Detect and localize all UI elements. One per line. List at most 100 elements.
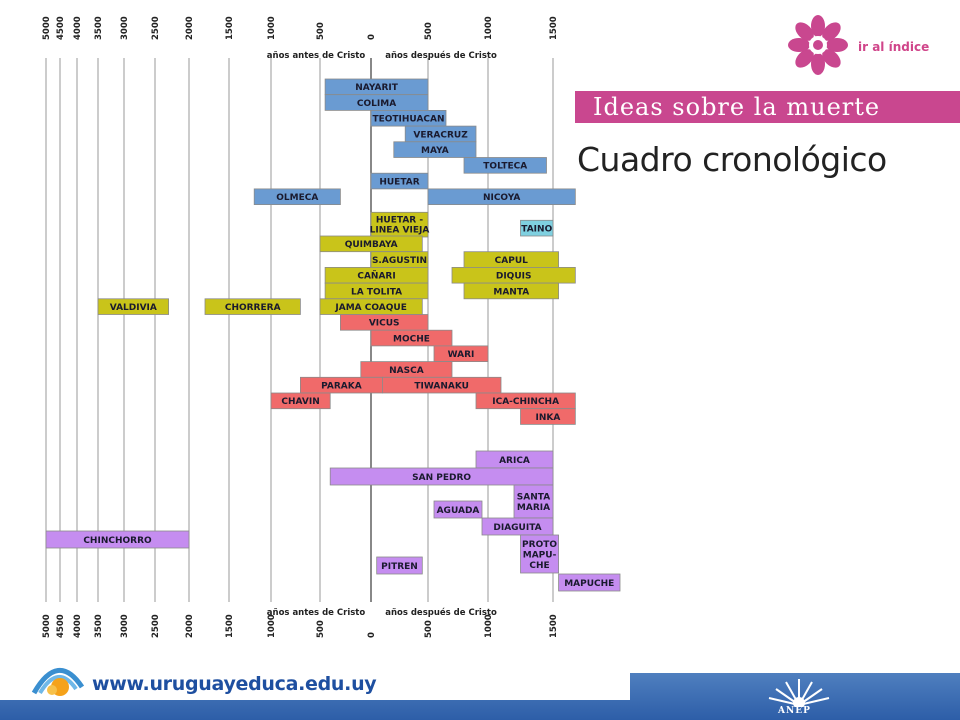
bar-label: JAMA COAQUE [334,303,406,313]
tick-label-bottom: 2000 [185,614,195,638]
tick-label-top: 2500 [151,16,161,40]
bar-label: LINEA VIEJA [370,225,430,235]
tick-label-bottom: 4500 [56,614,66,638]
tick-label-top: 1500 [549,16,559,40]
tick-label-top: 1000 [484,16,494,40]
tick-label-top: 1000 [267,16,277,40]
bar-label: MARIA [517,503,550,513]
bar [370,172,429,190]
bar [270,392,331,410]
bar [370,329,453,347]
chronology-chart: 5000 4500 4000 3500 3000 2500 2000 1500 1000 500 0… [42,16,621,638]
tick-label-bottom: 1500 [549,614,559,638]
bar-label: CHAVIN [281,397,319,407]
tick-label-bottom: 0 [367,632,377,638]
bar [329,467,554,486]
bar [463,282,559,300]
sun-logo-icon [30,657,86,699]
tick-label-bottom: 500 [316,620,326,638]
bar-label: MAYA [421,146,449,156]
tick-label-top: 1500 [225,16,235,40]
bar-label: NASCA [389,366,424,376]
era-label-bc: años antes de Cristo [267,51,366,61]
bar [520,219,554,237]
bar-label: DIAGUITA [493,523,541,533]
tick-label-bottom: 3500 [94,614,104,638]
bar [376,556,423,575]
bar [45,530,190,549]
bar-label: SAN PEDRO [412,473,471,483]
bar [520,534,559,574]
bar-label: VALDIVIA [110,303,157,313]
tick-label-top: 500 [316,22,326,40]
bar-label: NICOYA [483,193,520,203]
bar [433,345,489,362]
era-label-bc: años antes de Cristo [267,608,366,618]
bar-label: MAPU- [523,550,557,560]
bar-label: MANTA [493,287,529,297]
bar-label: LA TOLITA [351,287,402,297]
bar [513,484,554,519]
footer-bar: www.uruguayeduca.edu.uy ANEP [0,667,960,720]
bar-label: INKA [536,413,561,423]
bar [463,157,547,174]
footer-brand-area: www.uruguayeduca.edu.uy [0,667,630,700]
tick-label-bottom: 4000 [73,614,83,638]
tick-label-bottom: 1000 [267,614,277,638]
bar-label: DIQUIS [496,272,532,282]
flower-logo-icon [785,14,851,76]
bar [370,211,429,238]
bar-label: CAÑARI [357,271,395,282]
bar [97,298,169,315]
bar-label: OLMECA [276,193,318,203]
site-url-link[interactable]: www.uruguayeduca.edu.uy [92,673,377,695]
bar-label: PITREN [381,562,418,572]
bar-label: CHINCHORRO [83,536,152,546]
bar-label: NAYARIT [355,83,399,93]
bar-label: VERACRUZ [413,130,468,140]
section-title: Ideas sobre la muerte [593,93,881,121]
bar-label: CAPUL [495,256,528,266]
bar-label: CHORRERA [225,303,281,313]
bar [558,573,621,592]
tick-label-bottom: 2500 [151,614,161,638]
tick-label-top: 5000 [42,16,52,40]
era-label-ad: años después de Cristo [385,50,497,61]
bar-label: S.AGUSTIN [372,256,427,266]
bar [204,298,301,315]
bar-label: COLIMA [357,99,396,109]
bar [520,408,576,425]
anep-emblem-icon [764,675,834,709]
tick-label-top: 3000 [120,16,130,40]
bar-label: HUETAR [379,177,419,187]
era-label-ad: años después de Cristo [385,607,497,618]
tick-label-top: 2000 [185,16,195,40]
page-title: Cuadro cronológico [577,140,887,179]
bar-label: MOCHE [393,334,430,344]
bar-label: ICA-CHINCHA [492,397,559,407]
bar-label: AGUADA [437,506,480,516]
tick-label-top: 3500 [94,16,104,40]
tick-label-top: 500 [424,22,434,40]
tick-label-bottom: 3000 [120,614,130,638]
tick-label-top: 4500 [56,16,66,40]
tick-label-top: 4000 [73,16,83,40]
bar-label: SANTA [517,493,550,503]
bar-label: TEOTIHUACAN [372,115,444,125]
bar-label: VICUS [369,319,400,329]
tick-label-bottom: 1000 [484,614,494,638]
bar [481,517,554,536]
tick-label-bottom: 1500 [225,614,235,638]
bar [427,188,576,205]
bar-label: QUIMBAYA [345,240,398,250]
bar [253,188,341,205]
bar-label: PROTO [522,540,557,550]
bar-label: CHE [529,561,549,571]
section-banner: Ideas sobre la muerte [575,91,960,123]
bar-label: ARICA [499,456,530,466]
index-link[interactable]: ir al índice [858,40,930,54]
bar [433,500,483,519]
bar-label: MAPUCHE [564,579,614,589]
bar [393,141,477,158]
bar-label: HUETAR - [376,215,423,225]
